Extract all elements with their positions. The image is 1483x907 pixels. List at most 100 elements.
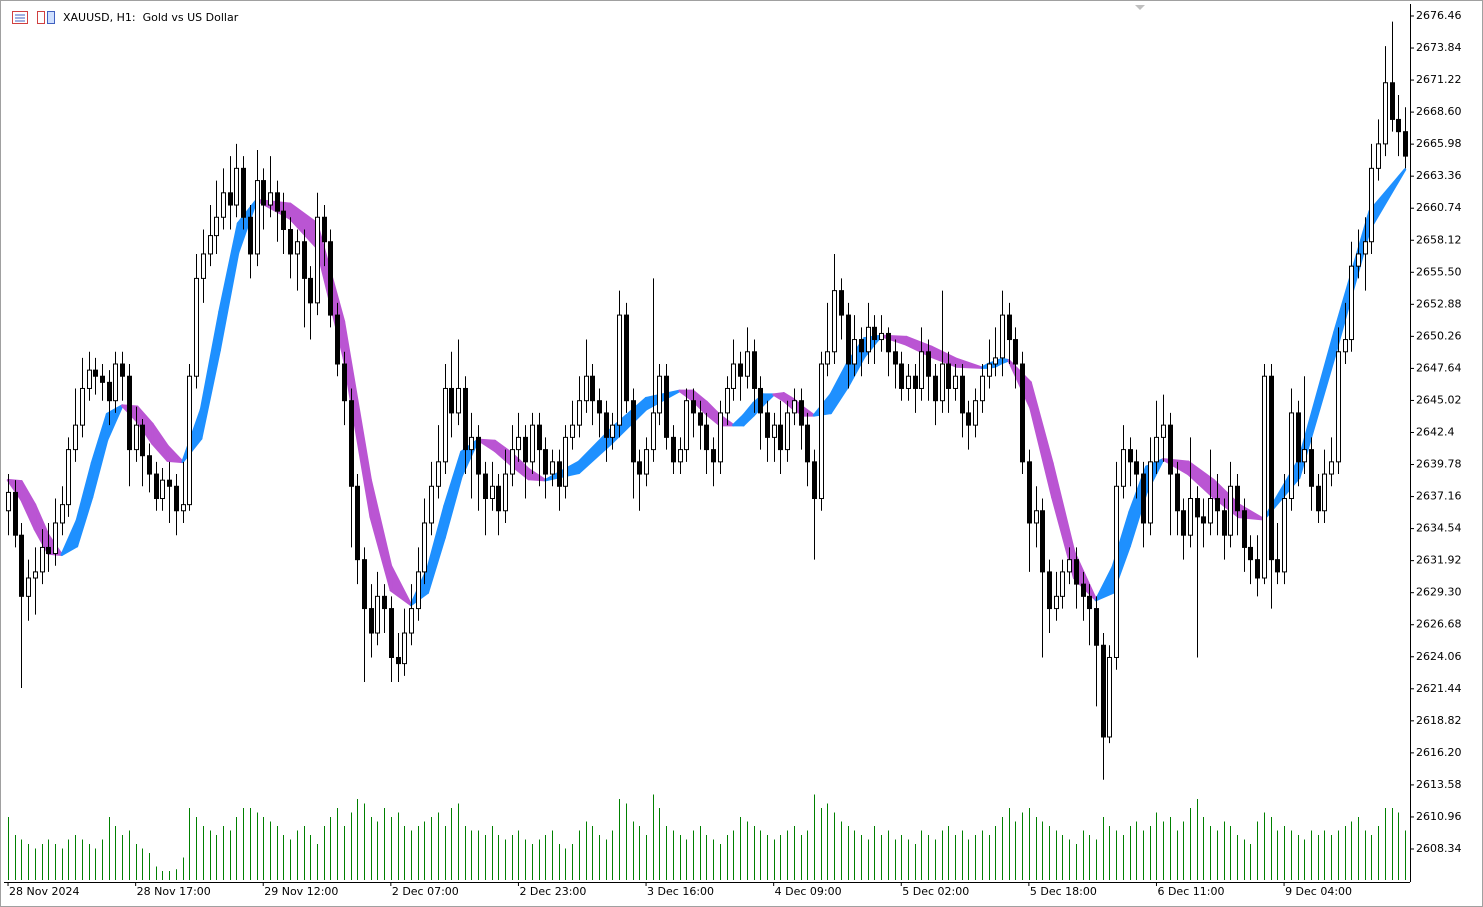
y-tick-label: 2624.06 — [1416, 650, 1462, 663]
candle-body — [469, 436, 474, 451]
candle-body — [664, 375, 669, 438]
y-tick-label: 2634.54 — [1416, 522, 1462, 535]
candle-body — [490, 485, 495, 500]
candle-body — [899, 363, 904, 389]
candle-body — [1000, 314, 1005, 359]
y-tick-label: 2663.36 — [1416, 169, 1462, 182]
y-tick-label: 2637.16 — [1416, 490, 1462, 503]
candle-body — [657, 375, 662, 414]
candle-body — [718, 412, 723, 463]
candle-body — [1396, 118, 1401, 133]
candle-body — [87, 369, 92, 389]
candle-body — [980, 375, 985, 402]
candle-body — [691, 400, 696, 414]
candle-body — [839, 290, 844, 316]
candle-body — [1208, 498, 1213, 524]
candle-body — [523, 436, 528, 463]
candle-body — [261, 180, 266, 206]
candle-body — [443, 387, 448, 463]
candle-body — [557, 461, 562, 487]
candle-layer — [6, 21, 1408, 780]
y-tick-label: 2631.92 — [1416, 554, 1462, 567]
candle-body — [315, 216, 320, 304]
candle-body — [375, 595, 380, 634]
candle-body — [597, 400, 602, 414]
candle-body — [1195, 498, 1200, 518]
candle-body — [1154, 436, 1159, 463]
candle-body — [40, 546, 45, 573]
candle-body — [510, 449, 515, 475]
candle-body — [476, 436, 481, 475]
x-tick-label: 9 Dec 04:00 — [1285, 885, 1352, 898]
candle-body — [1363, 241, 1368, 255]
candle-body — [463, 387, 468, 451]
candle-body — [684, 400, 689, 451]
candle-body — [1356, 253, 1361, 267]
candle-body — [1329, 461, 1334, 475]
candle-body — [1013, 339, 1018, 365]
candle-body — [13, 491, 18, 536]
candle-body — [872, 326, 877, 341]
candle-body — [1403, 131, 1408, 157]
candle-body — [429, 485, 434, 524]
candle-body — [1054, 595, 1059, 610]
candle-body — [1161, 424, 1166, 438]
candle-body — [570, 424, 575, 438]
candle-body — [1087, 595, 1092, 610]
candle-body — [812, 461, 817, 500]
candle-body — [160, 479, 165, 500]
candle-body — [1369, 167, 1374, 243]
candle-body — [416, 571, 421, 610]
candle-body — [933, 375, 938, 402]
candle-body — [483, 473, 488, 500]
candle-body — [772, 424, 777, 438]
candle-body — [617, 314, 622, 426]
candle-body — [940, 363, 945, 402]
candle-body — [1047, 571, 1052, 610]
candle-body — [893, 351, 898, 365]
candle-body — [6, 491, 11, 512]
candle-body — [1181, 510, 1186, 536]
y-tick-label: 2645.02 — [1416, 393, 1462, 406]
candle-body — [396, 656, 401, 665]
candle-body — [1296, 412, 1301, 463]
candle-body — [584, 375, 589, 402]
candle-body — [1390, 82, 1395, 120]
candle-body — [53, 522, 58, 555]
y-tick-label: 2613.58 — [1416, 778, 1462, 791]
candle-body — [288, 228, 293, 255]
candle-body — [456, 387, 461, 414]
candle-body — [349, 400, 354, 487]
y-tick-label: 2671.22 — [1416, 73, 1462, 86]
x-tick-label: 6 Dec 11:00 — [1157, 885, 1224, 898]
candle-body — [389, 608, 394, 658]
candle-body — [382, 595, 387, 610]
candle-body — [234, 167, 239, 206]
candle-body — [678, 449, 683, 463]
candle-body — [745, 351, 750, 377]
y-tick-label: 2610.96 — [1416, 810, 1462, 823]
candle-body — [228, 192, 233, 206]
y-tick-label: 2660.74 — [1416, 201, 1462, 214]
candle-body — [1074, 559, 1079, 585]
candle-body — [275, 192, 280, 212]
y-tick-label: 2673.84 — [1416, 41, 1462, 54]
candle-body — [1007, 314, 1012, 341]
candle-body — [644, 449, 649, 475]
candle-body — [926, 351, 931, 377]
candle-body — [886, 332, 891, 353]
x-tick-label: 28 Nov 2024 — [9, 885, 79, 898]
candle-body — [1175, 473, 1180, 512]
candle-body — [167, 479, 172, 487]
icon-bar — [37, 11, 45, 24]
candle-body — [362, 559, 367, 610]
y-tick-label: 2655.50 — [1416, 265, 1462, 278]
x-tick-label: 2 Dec 23:00 — [519, 885, 586, 898]
ribbon-segment — [762, 393, 775, 406]
candle-body — [113, 363, 118, 402]
candle-body — [550, 461, 555, 475]
candle-body — [832, 290, 837, 353]
candle-body — [1060, 571, 1065, 597]
candle-body — [1168, 424, 1173, 475]
